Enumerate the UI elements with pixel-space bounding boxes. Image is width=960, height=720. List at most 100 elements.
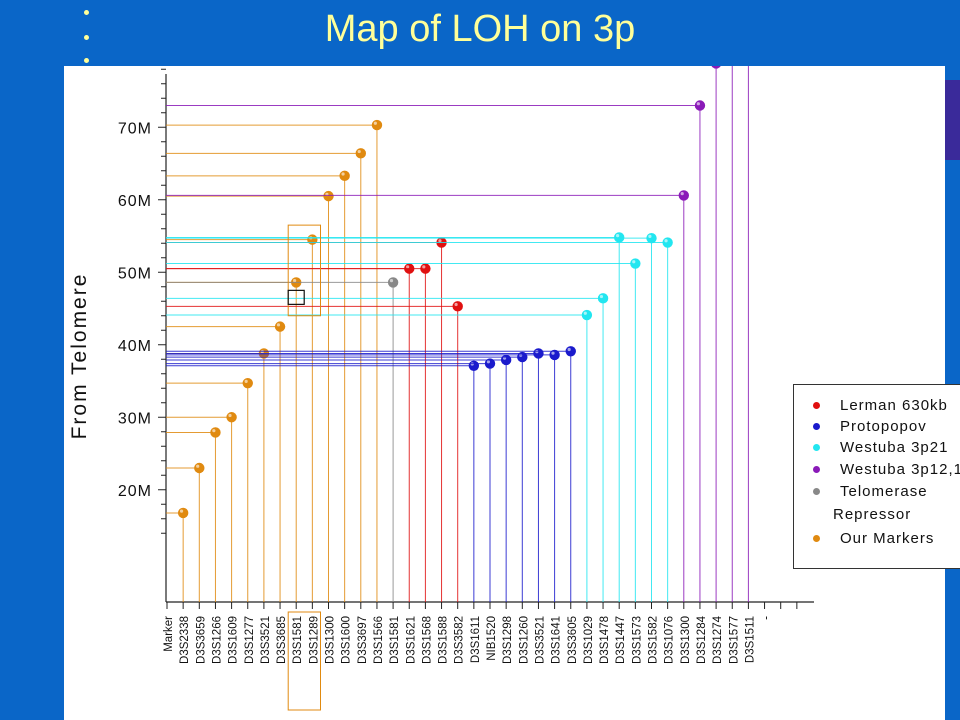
loh-chart: 20M30M40M50M60M70M80MFrom TelomereMarker…: [68, 66, 814, 711]
legend-item: Repressor: [794, 506, 911, 523]
data-point: [533, 348, 544, 359]
data-point-highlight: [583, 311, 587, 315]
data-point-highlight: [648, 234, 652, 238]
y-tick-label: 50M: [118, 265, 152, 282]
data-point: [387, 277, 399, 288]
data-point-highlight: [438, 239, 442, 243]
x-tick-label: D3S1511: [744, 616, 756, 663]
x-tick-label: D3S1478: [599, 616, 611, 664]
x-tick-label: D3S1284: [696, 615, 708, 664]
data-point: [694, 100, 706, 111]
x-tick-label: D3S1447: [615, 616, 627, 664]
data-point: [274, 321, 286, 332]
data-point: [500, 354, 512, 366]
x-tick-label: D3S1577: [728, 616, 740, 664]
legend-marker: [813, 466, 820, 473]
x-tick-label: D3S1641: [551, 616, 563, 664]
x-tick-label: D3S1029: [583, 616, 595, 664]
data-point: [662, 237, 673, 248]
legend-item: Protopopov: [794, 418, 927, 435]
data-point: [565, 346, 576, 357]
data-point-highlight: [680, 192, 684, 196]
x-tick-label: D3S1076: [664, 616, 676, 664]
data-point-highlight: [632, 260, 636, 264]
data-point-highlight: [664, 239, 668, 243]
data-point-highlight: [373, 121, 377, 125]
data-point: [646, 232, 657, 244]
data-point: [630, 258, 641, 269]
data-point: [194, 462, 205, 474]
x-tick-label: D3S1277: [244, 616, 256, 664]
x-tick-label: D3S1298: [502, 616, 514, 664]
side-tab: [944, 80, 960, 160]
y-tick-label: 30M: [118, 410, 152, 427]
data-point: [226, 412, 237, 423]
x-tick-label: D3S3582: [454, 616, 466, 664]
data-point-highlight: [599, 294, 604, 299]
data-point: [452, 301, 463, 312]
legend-marker: [813, 535, 820, 542]
data-point-highlight: [179, 509, 184, 513]
x-tick-label: D3S1581: [389, 616, 401, 664]
slide-title: Map of LOH on 3p: [324, 8, 636, 50]
y-tick-label: 20M: [118, 483, 152, 500]
data-point: [307, 234, 318, 245]
x-tick-label: D3S1300: [325, 616, 337, 664]
x-tick-label: D3S1573: [631, 616, 643, 664]
y-tick-label: 70M: [118, 120, 152, 137]
data-point: [614, 232, 625, 243]
x-tick-label: D3S1621: [405, 616, 417, 664]
x-tick-label: D3S1289: [308, 616, 320, 664]
data-point-highlight: [357, 149, 361, 154]
data-point: [678, 190, 689, 201]
data-point-highlight: [406, 265, 410, 269]
legend-label: Westuba 3p21: [840, 439, 949, 456]
x-tick-label: D3S3521: [260, 616, 272, 664]
data-point: [468, 360, 480, 371]
y-tick-label: 60M: [118, 193, 152, 210]
x-tick-label: D3S3605: [567, 616, 579, 664]
data-point: [210, 427, 221, 438]
x-tick-label: D3S1582: [648, 616, 660, 664]
legend-label: Our Markers: [840, 530, 935, 547]
data-point-highlight: [422, 265, 426, 269]
legend-label: Telomerase: [840, 483, 928, 500]
data-point: [597, 293, 609, 304]
data-point: [355, 148, 366, 159]
x-tick-label: D3S3685: [276, 616, 288, 664]
data-point: [177, 507, 189, 519]
highlight-label-box: [287, 611, 321, 711]
data-point-highlight: [486, 360, 490, 364]
data-point-highlight: [389, 279, 394, 283]
legend-item: Westuba 3p21: [794, 439, 948, 456]
x-tick-label: NIB1520: [486, 616, 498, 661]
data-point-highlight: [228, 413, 232, 418]
data-point-highlight: [244, 379, 248, 383]
x-tick-label: D3S3521: [534, 616, 546, 664]
x-tick-label: D3S2338: [179, 616, 191, 664]
data-point-highlight: [454, 302, 458, 307]
chart-panel: 20M30M40M50M60M70M80MFrom TelomereMarker…: [64, 66, 960, 720]
data-point-highlight: [276, 323, 281, 327]
legend-marker: [813, 402, 820, 409]
data-point: [581, 309, 593, 321]
legend-label: Lerman 630kb: [840, 397, 948, 414]
x-tick-label: D3S1588: [438, 616, 450, 664]
bullet-dots: [84, 10, 94, 70]
x-tick-label: D3S1568: [421, 616, 433, 664]
data-point-highlight: [196, 464, 200, 468]
y-tick-label: 40M: [118, 338, 152, 355]
legend-item: Lerman 630kb: [794, 397, 948, 414]
x-tick-label: D3S1266: [211, 616, 223, 664]
data-point: [339, 170, 350, 182]
legend-label: Westuba 3p12,14: [840, 461, 960, 478]
legend-item: Westuba 3p12,14: [794, 461, 960, 478]
x-tick-label: D3S1600: [341, 616, 353, 664]
data-point-highlight: [551, 351, 555, 355]
data-point-highlight: [616, 234, 620, 238]
x-tick-label: D3S1566: [373, 616, 385, 664]
legend-label: Protopopov: [840, 418, 927, 435]
x-tick-label: D3S1274: [712, 615, 724, 664]
data-point-highlight: [341, 172, 345, 176]
data-point: [711, 66, 721, 69]
